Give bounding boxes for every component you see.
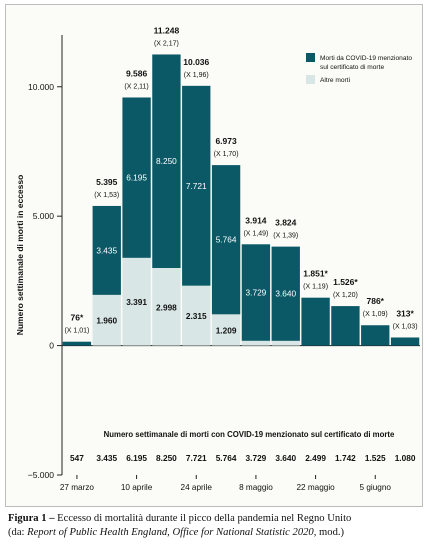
- bottom-table-value: 7.721: [186, 453, 207, 463]
- bottom-table-value: 3.435: [96, 453, 117, 463]
- bar-other-value-label: 1.960: [96, 316, 117, 326]
- bar-ratio-label: (X 1,70): [214, 151, 239, 158]
- y-tick-label: 10.000: [28, 82, 54, 92]
- bar-total-label: 1.851*: [303, 269, 328, 279]
- bottom-table-value: 547: [70, 453, 84, 463]
- bar-other-value-label: 3.391: [126, 297, 147, 307]
- bar-covid-deaths: [361, 325, 390, 346]
- bar-other-deaths: [122, 257, 151, 346]
- bar-other-value-label: 2.315: [186, 311, 207, 321]
- caption-text: Eccesso di mortalità durante il picco de…: [54, 513, 352, 524]
- bar-ratio-label: (X 1,39): [273, 233, 298, 240]
- bar-ratio-label: (X 2,17): [154, 40, 179, 47]
- bar-other-deaths: [92, 294, 121, 346]
- legend-label-other: Altre morti: [320, 77, 351, 84]
- bar-total-label: 786*: [367, 296, 385, 306]
- bottom-table-title: Numero settimanale di morti con COVID-19…: [104, 430, 395, 439]
- bar-ratio-label: (X 1,01): [64, 328, 89, 335]
- caption-lead: Figura 1 –: [8, 513, 55, 524]
- x-tick-label: 24 aprile: [181, 483, 213, 492]
- bar-covid-value-label: 3.729: [246, 288, 267, 298]
- bar-total-label: 6.973: [215, 136, 237, 146]
- caption-source-post: , mod.): [313, 527, 345, 538]
- bar-covid-value-label: 6.195: [126, 173, 147, 183]
- bar-other-deaths: [241, 340, 271, 346]
- legend-label-covid: Morti da COVID-19 menzionato: [320, 55, 412, 62]
- bar-ratio-label: (X 1,03): [393, 323, 418, 330]
- x-tick-label: 27 marzo: [60, 483, 95, 492]
- bar-other-deaths: [182, 285, 211, 346]
- bar-covid-value-label: 8.250: [156, 156, 177, 166]
- bar-ratio-label: (X 1,09): [363, 311, 388, 318]
- bar-covid-deaths: [331, 306, 360, 346]
- bar-ratio-label: (X 2,11): [124, 83, 148, 90]
- bar-other-deaths: [152, 267, 181, 346]
- y-axis-label: Numero settimanale di morti in eccesso: [15, 175, 25, 336]
- legend-swatch-covid: [306, 53, 315, 62]
- chart-frame: −5.000 0 5.000 10.000 Numero settimanale di …: [5, 4, 423, 507]
- bar-covid-deaths: [182, 85, 211, 286]
- x-tick-label: 22 maggio: [296, 483, 335, 492]
- bottom-table-value: 1.742: [335, 453, 356, 463]
- x-tick-label: 10 aprile: [121, 483, 153, 492]
- bottom-table-value: 1.080: [395, 453, 416, 463]
- y-tick-label: −5.000: [28, 470, 55, 480]
- caption-line-1: Figura 1 – Eccesso di mortalità durante …: [8, 512, 426, 526]
- excess-deaths-chart: −5.000 0 5.000 10.000 Numero settimanale di …: [15, 25, 420, 492]
- bar-covid-deaths: [92, 205, 121, 295]
- y-tick-label: 5.000: [33, 211, 55, 221]
- bar-other-deaths: [271, 340, 300, 346]
- bar-covid-deaths: [211, 165, 241, 315]
- bottom-table-value: 3.729: [246, 453, 267, 463]
- bar-ratio-label: (X 1,49): [243, 230, 268, 237]
- bar-covid-value-label: 5.764: [216, 235, 237, 245]
- bar-total-label: 5.395: [96, 177, 118, 187]
- bottom-table-value: 6.195: [126, 453, 147, 463]
- bar-covid-deaths: [271, 246, 300, 341]
- bar-ratio-label: (X 1,20): [333, 292, 358, 299]
- bar-covid-deaths: [390, 337, 420, 346]
- bar-total-label: 3.914: [245, 215, 267, 225]
- caption-source-pre: (da:: [8, 527, 28, 538]
- bar-covid-deaths: [62, 341, 92, 346]
- bar-total-label: 313*: [396, 308, 414, 318]
- bar-ratio-label: (X 1,96): [184, 72, 209, 79]
- bar-covid-value-label: 7.721: [186, 181, 207, 191]
- bar-covid-value-label: 3.435: [96, 245, 117, 255]
- bar-other-value-label: 1.209: [216, 325, 237, 335]
- bar-covid-deaths: [241, 244, 271, 341]
- legend-label-covid-cont: sul certificato di morte: [320, 64, 384, 71]
- bar-covid-deaths: [301, 297, 330, 346]
- legend-swatch-other: [306, 75, 315, 84]
- bottom-table-value: 3.640: [275, 453, 296, 463]
- caption-source-title: Report of Public Health England, Office …: [27, 527, 314, 538]
- bar-covid-deaths: [152, 54, 181, 268]
- bar-total-label: 1.526*: [333, 277, 358, 287]
- bar-other-deaths: [211, 314, 241, 346]
- bottom-table-value: 2.499: [305, 453, 326, 463]
- bar-total-label: 9.586: [126, 68, 148, 78]
- bottom-table-value: 8.250: [156, 453, 177, 463]
- bar-total-label: 3.824: [275, 218, 297, 228]
- bar-total-label: 10.036: [183, 57, 209, 67]
- bar-other-value-label: 2.998: [156, 302, 177, 312]
- x-tick-label: 5 giugno: [360, 483, 392, 492]
- bar-total-label: 76*: [71, 313, 84, 323]
- bar-total-label: 11.248: [154, 25, 180, 35]
- bar-ratio-label: (X 1,19): [303, 284, 328, 291]
- bar-ratio-label: (X 1,53): [94, 192, 119, 199]
- x-tick-label: 8 maggio: [239, 483, 273, 492]
- bar-covid-value-label: 3.640: [275, 289, 296, 299]
- bar-covid-deaths: [122, 97, 151, 258]
- caption-line-2: (da: Report of Public Health England, Of…: [8, 526, 426, 540]
- bottom-table-value: 5.764: [216, 453, 237, 463]
- figure-caption: Figura 1 – Eccesso di mortalità durante …: [8, 512, 426, 540]
- bottom-table-value: 1.525: [365, 453, 386, 463]
- y-tick-label: 0: [49, 341, 54, 351]
